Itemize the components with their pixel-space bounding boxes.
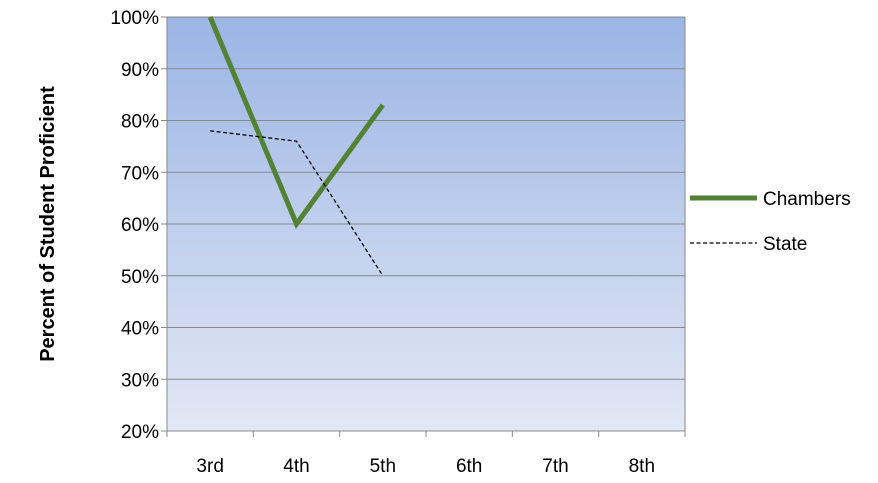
y-tick-label: 60% — [121, 215, 159, 236]
y-tick-label: 100% — [110, 8, 159, 29]
y-tick-label: 70% — [121, 163, 159, 184]
x-tick-label: 8th — [629, 456, 655, 477]
x-tick-label: 3rd — [196, 456, 223, 477]
y-tick-label: 20% — [121, 422, 159, 443]
series-line-chambers — [207, 16, 385, 230]
x-tick-label: 6th — [456, 456, 482, 477]
y-axis-title: Percent of Student Proficient — [37, 86, 59, 362]
y-tick-label: 40% — [121, 319, 159, 340]
x-tick-label: 4th — [283, 456, 309, 477]
legend-label-state: State — [763, 234, 807, 255]
gridlines — [161, 16, 685, 432]
y-tick-label: 90% — [121, 60, 159, 81]
y-tick-label: 80% — [121, 112, 159, 133]
axes — [166, 17, 686, 437]
y-tick-label: 30% — [121, 370, 159, 391]
tick-labels: 20% 30% 40% 50% 60% 70% 80% 90% 100% 3rd 4th 5th 6th… — [110, 8, 655, 477]
x-tick-label: 7th — [542, 456, 568, 477]
x-tick-label: 5th — [370, 456, 396, 477]
series-lines — [207, 16, 385, 277]
y-tick-label: 50% — [121, 267, 159, 288]
legend-label-chambers: Chambers — [763, 189, 851, 210]
series-line-state — [210, 130, 384, 277]
legend: Chambers State — [690, 189, 851, 255]
